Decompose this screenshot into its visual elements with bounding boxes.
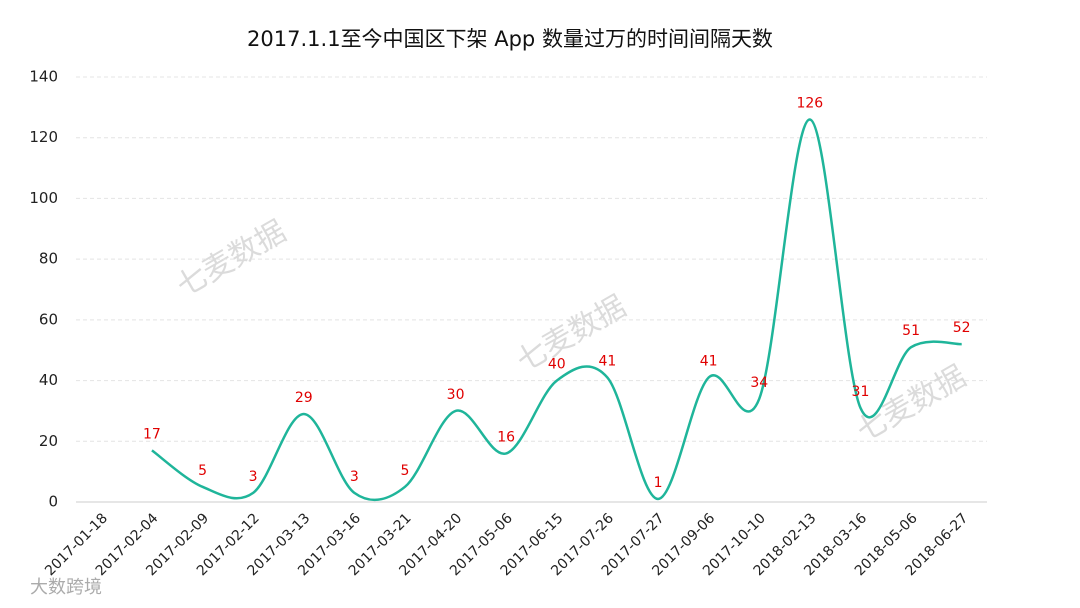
y-tick-label: 40	[39, 371, 58, 389]
data-label: 51	[902, 323, 920, 339]
data-label: 1	[654, 475, 663, 491]
data-label: 3	[249, 469, 258, 485]
data-label: 16	[497, 429, 515, 445]
data-label: 126	[796, 96, 823, 112]
data-label: 30	[447, 387, 465, 403]
y-tick-label: 0	[48, 493, 58, 511]
data-label: 52	[953, 320, 971, 336]
watermark: 七麦数据	[851, 359, 972, 449]
y-tick-label: 100	[29, 189, 58, 207]
y-tick-label: 20	[39, 432, 58, 450]
y-tick-label: 120	[29, 128, 58, 146]
data-label: 5	[198, 463, 207, 479]
logo-text: 大数跨境	[30, 577, 102, 598]
data-label: 31	[852, 384, 870, 400]
chart-title: 2017.1.1至今中国区下架 App 数量过万的时间间隔天数	[247, 27, 773, 51]
data-label: 41	[700, 354, 718, 370]
data-label: 34	[750, 375, 768, 391]
data-label: 17	[143, 426, 161, 442]
data-label: 3	[350, 469, 359, 485]
y-tick-label: 60	[39, 310, 58, 328]
y-tick-label: 140	[29, 68, 58, 86]
data-label: 29	[295, 390, 313, 406]
line	[151, 118, 962, 502]
y-tick-label: 80	[39, 250, 58, 268]
data-label: 40	[548, 357, 566, 373]
data-label: 5	[401, 463, 410, 479]
data-label: 41	[599, 354, 617, 370]
